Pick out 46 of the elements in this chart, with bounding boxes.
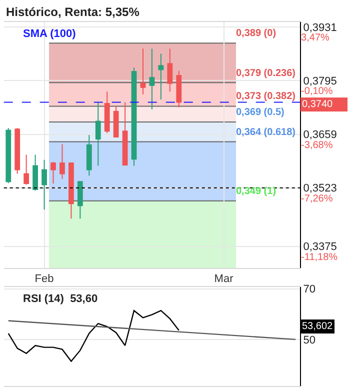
y2-tick-label: 3,47% <box>301 32 330 44</box>
y-tick-label: 0,3659 <box>303 129 337 142</box>
candlestick <box>60 144 65 180</box>
y-tick-label: 0,3523 <box>303 182 337 195</box>
candlestick <box>176 70 182 108</box>
y-tick-label: 0,3795 <box>303 75 337 88</box>
ref-line-label: 0,369 (0.5) <box>236 107 284 118</box>
y-tick-label: 0,3375 <box>303 241 337 254</box>
candlestick <box>131 67 137 166</box>
y2-tick-label: -3,68% <box>301 140 333 151</box>
chart-title: Histórico, Renta: 5,35% <box>6 5 140 19</box>
candlestick <box>32 154 38 192</box>
ref-line-label: 0,389 (0) <box>236 28 276 39</box>
candlestick <box>6 127 12 184</box>
candlestick <box>14 127 20 174</box>
text: 53,602 <box>302 321 334 332</box>
line-series <box>8 310 180 362</box>
x-tick-label: Mar <box>214 273 234 286</box>
candlestick <box>86 134 92 176</box>
y2-tick-label: -7,26% <box>301 193 333 204</box>
y2-tick-label: -11,18% <box>301 252 338 264</box>
ref-line-label: 0,349 (1) <box>236 186 276 197</box>
candlestick <box>167 48 173 92</box>
x-tick-label: Feb <box>34 273 54 286</box>
candlestick <box>50 161 56 184</box>
text: RSI (14) 53,60 <box>23 293 98 305</box>
candlestick <box>122 102 128 166</box>
candlestick <box>113 106 119 138</box>
candlestick <box>42 159 47 210</box>
candlestick <box>149 48 155 110</box>
y2-tick-label: -0,10% <box>301 86 333 98</box>
candlestick <box>77 181 83 220</box>
ref-line-label: 0,373 (0.382) <box>236 91 296 102</box>
y-tick-label: 50 <box>303 334 316 346</box>
ref-line-label: 0,379 (0.236) <box>236 68 296 79</box>
candlestick <box>104 91 110 134</box>
y-tick-label: 70 <box>303 284 316 296</box>
annotation: SMA (100) <box>23 28 76 40</box>
ref-line-label: 0,364 (0.618) <box>236 127 296 138</box>
candlestick <box>24 154 30 186</box>
y-tick-label: 0,3931 <box>303 22 337 34</box>
candlestick <box>95 102 101 166</box>
ref-line-label: 0,3740 <box>302 99 334 110</box>
candlestick <box>68 162 74 220</box>
candlestick <box>158 53 164 100</box>
candlestick <box>140 48 146 95</box>
